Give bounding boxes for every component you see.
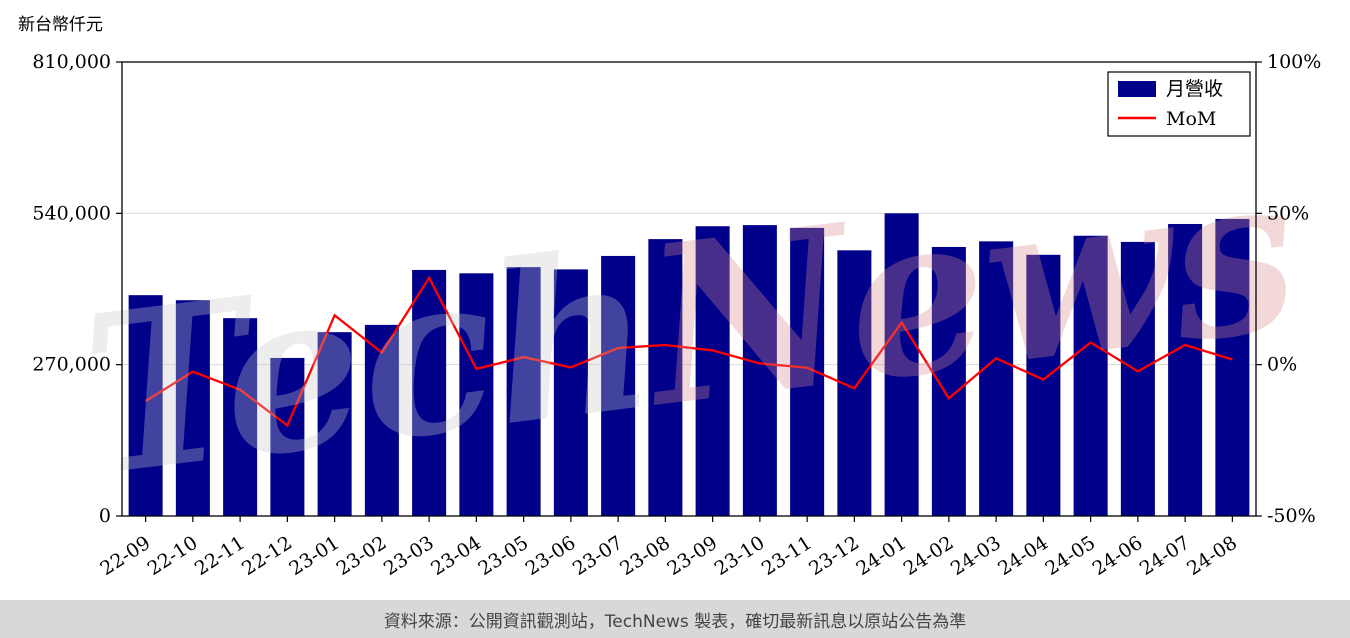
x-tick-label: 23-09 (663, 532, 721, 580)
revenue-bar-23-06 (553, 269, 588, 516)
chart-canvas: TechNews0270,000540,000810,000-50%0%50%1… (18, 15, 1321, 580)
x-tick-label: 23-07 (569, 532, 627, 580)
revenue-bar-24-07 (1168, 223, 1203, 516)
x-tick-label: 24-07 (1136, 532, 1194, 580)
revenue-bar-23-05 (506, 267, 541, 516)
revenue-bar-22-12 (270, 357, 305, 516)
right-tick-label: 100% (1267, 51, 1321, 73)
x-tick-label: 24-05 (1041, 532, 1099, 580)
x-tick-label: 23-06 (522, 532, 580, 580)
x-tick-label: 23-02 (333, 532, 391, 580)
right-tick-label: -50% (1267, 505, 1316, 527)
revenue-bar-23-03 (412, 269, 447, 516)
revenue-bar-24-03 (979, 241, 1014, 516)
revenue-bar-23-10 (742, 225, 777, 516)
x-tick-label: 24-04 (994, 532, 1052, 580)
revenue-bar-23-01 (317, 332, 352, 516)
revenue-bar-23-09 (695, 226, 730, 517)
x-tick-label: 22-09 (96, 532, 154, 580)
revenue-bar-24-04 (1026, 254, 1061, 516)
x-tick-label: 24-02 (900, 532, 958, 580)
x-tick-label: 24-03 (947, 532, 1005, 580)
x-tick-label: 22-10 (144, 532, 202, 580)
revenue-bar-22-09 (128, 295, 163, 516)
x-tick-label: 23-05 (474, 532, 532, 580)
revenue-bar-24-05 (1073, 235, 1108, 516)
legend-label-revenue: 月營收 (1166, 78, 1223, 100)
revenue-bar-23-07 (601, 255, 636, 517)
legend-label-mom: MoM (1166, 108, 1216, 130)
x-tick-label: 23-08 (616, 532, 674, 580)
source-footer: 資料來源：公開資訊觀測站，TechNews 製表，確切最新訊息以原站公告為準 (0, 600, 1350, 638)
x-tick-label: 23-11 (758, 532, 816, 580)
x-tick-label: 23-03 (380, 532, 438, 580)
x-tick-label: 24-08 (1183, 532, 1241, 580)
x-tick-label: 24-06 (1089, 532, 1147, 580)
mom-line (145, 275, 1233, 428)
revenue-bar-24-01 (884, 213, 919, 517)
left-tick-label: 270,000 (32, 354, 111, 376)
revenue-bar-23-02 (364, 324, 399, 516)
right-tick-label: 0% (1267, 354, 1297, 376)
monthly-revenue-chart: TechNews 0 270,000 540,000 810,000 -50% 0% 50% 1… (18, 15, 1321, 580)
left-tick-label: 0 (99, 505, 111, 527)
revenue-bar-24-06 (1120, 241, 1155, 516)
revenue-bar-23-04 (459, 273, 494, 516)
x-tick-label: 23-10 (711, 532, 769, 580)
revenue-bar-22-11 (223, 318, 258, 516)
x-tick-label: 23-12 (805, 532, 863, 580)
left-tick-label: 810,000 (32, 51, 111, 73)
x-tick-label: 23-04 (427, 532, 485, 580)
revenue-bar-23-08 (648, 239, 683, 517)
x-tick-label: 24-01 (852, 532, 910, 580)
left-tick-label: 540,000 (32, 202, 111, 224)
x-tick-label: 22-12 (238, 532, 296, 580)
right-tick-label: 50% (1267, 202, 1309, 224)
legend-bar-swatch (1118, 81, 1156, 97)
x-tick-label: 23-01 (285, 532, 343, 580)
x-tick-label: 22-11 (191, 532, 249, 580)
source-text: 資料來源：公開資訊觀測站，TechNews 製表，確切最新訊息以原站公告為準 (383, 611, 967, 632)
revenue-bar-24-08 (1215, 218, 1250, 516)
plot-frame (121, 61, 1257, 517)
revenue-bar-22-10 (175, 300, 210, 516)
y-axis-unit-label: 新台幣仟元 (18, 15, 103, 35)
